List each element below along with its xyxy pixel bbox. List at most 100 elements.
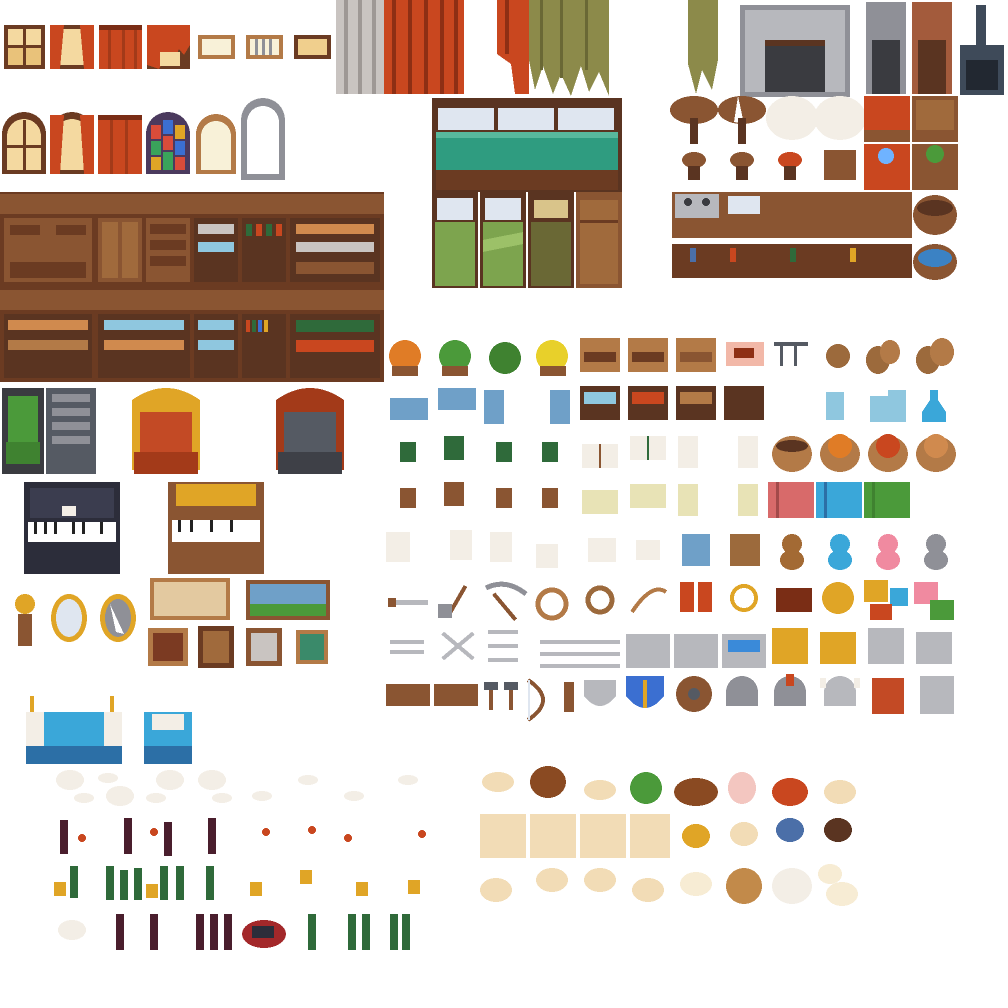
table-round-wood <box>670 96 718 144</box>
basket-bread <box>916 434 956 472</box>
chimney-brick <box>912 2 952 94</box>
stool-cushion <box>778 152 802 180</box>
cabinet-wood-small <box>912 96 958 142</box>
helmet-horned <box>820 676 860 706</box>
gift-boxes <box>864 580 954 620</box>
book-open-2 <box>630 436 666 460</box>
basket-apples <box>868 434 908 472</box>
cabinet-drawers-stack <box>146 218 190 282</box>
drawer-tools <box>676 386 716 420</box>
gold-coins-pile <box>822 582 854 614</box>
plates-row-3 <box>480 864 858 906</box>
necklace-gold <box>730 584 758 612</box>
shelf-pottery <box>290 218 380 282</box>
armor-stand-steel <box>920 676 954 714</box>
logs-bundle <box>730 534 760 566</box>
plant-bush-green <box>489 342 521 374</box>
food-plates-section <box>480 766 858 906</box>
bed-single-olive-worn <box>528 192 574 288</box>
instruments-section <box>24 482 264 574</box>
shelf-bottles <box>242 218 286 282</box>
basket-pumpkin <box>820 434 860 472</box>
throne-red <box>132 388 200 474</box>
bookshelf-wide <box>290 314 380 378</box>
jewelry-box <box>776 588 812 612</box>
books-brown <box>400 482 558 508</box>
drape-olive-tattered <box>529 0 609 96</box>
book-open-1 <box>582 444 618 468</box>
curtain-closed-tall <box>98 115 142 174</box>
window-arched-curtained <box>50 112 94 174</box>
shelf-jars-2 <box>194 314 238 378</box>
shield-steel <box>584 680 616 706</box>
kitchen-counter-with-stove <box>672 192 912 238</box>
books-and-baskets-section <box>400 434 956 518</box>
papers-and-quills <box>386 530 660 568</box>
plates-row-2 <box>682 818 852 848</box>
banners-section <box>26 696 192 764</box>
maps-rolled <box>390 388 570 424</box>
hanging-ladles <box>774 342 808 366</box>
plates-row-1 <box>482 766 856 806</box>
drawer-closed <box>676 338 716 372</box>
portrait-1 <box>148 628 188 666</box>
cabinet-drawers-left <box>4 218 92 282</box>
curtain-torn <box>147 25 190 69</box>
plant-flowers-yellow <box>536 340 568 376</box>
banner-book-stand <box>144 712 192 764</box>
teddy-bear-blue <box>828 534 852 570</box>
paintings-and-mirrors-section <box>15 578 330 668</box>
shelf-dishes <box>194 218 238 282</box>
bedrolls-row <box>768 482 910 518</box>
whip <box>630 587 668 614</box>
window-arched-plain <box>196 114 236 174</box>
wine-bottles-and-glasses <box>60 818 426 856</box>
cutting-board-meat <box>726 342 764 366</box>
kitchen-and-fireplaces-section <box>670 2 1004 280</box>
scrolls-blue <box>682 534 710 566</box>
window-small <box>4 25 45 69</box>
shelf-low-goods <box>672 244 912 278</box>
quiver <box>564 682 574 712</box>
grandfather-clock <box>15 594 35 646</box>
book-open-8 <box>738 484 758 516</box>
book-open-7 <box>678 484 698 516</box>
drawer-empty <box>724 386 764 420</box>
shield-heraldic <box>626 676 664 708</box>
shelves-and-cabinets-section <box>0 192 384 382</box>
green-bottles-and-mugs <box>54 866 420 900</box>
armor-section <box>584 674 954 714</box>
swords-row <box>390 630 620 668</box>
drawer-papers <box>628 386 668 420</box>
broken-bottle-spill <box>242 920 286 948</box>
window-barred <box>246 35 283 59</box>
book-open-3 <box>678 436 698 468</box>
pipe-organ <box>168 482 264 574</box>
drawer-open-1 <box>580 338 620 372</box>
throne-grey <box>276 388 344 474</box>
bookshelf <box>242 314 286 378</box>
bed-single-green-messy <box>480 192 526 288</box>
cabinet-doors <box>98 218 142 282</box>
teapots <box>56 770 226 940</box>
portrait-2 <box>198 626 234 668</box>
curtain-closed <box>99 25 142 69</box>
book-open-4 <box>738 436 758 468</box>
beds-section <box>432 98 622 288</box>
teddy-bear-brown <box>780 534 804 570</box>
banner-altar-wide <box>26 696 122 764</box>
mirror-gold <box>51 594 87 642</box>
tea-and-drinks-section <box>54 770 426 950</box>
painting-map <box>150 578 230 620</box>
rope-coil <box>535 587 569 621</box>
teacups <box>74 773 418 803</box>
basket-empty <box>772 436 812 472</box>
tools-and-weapons-section <box>386 581 952 722</box>
dagger <box>388 598 428 607</box>
armchair-green <box>2 388 44 474</box>
shelf-bread <box>4 314 92 378</box>
stool-round <box>682 152 706 180</box>
piano-upright <box>24 482 120 574</box>
portrait-4 <box>296 630 328 664</box>
sacks-pair <box>866 340 900 374</box>
